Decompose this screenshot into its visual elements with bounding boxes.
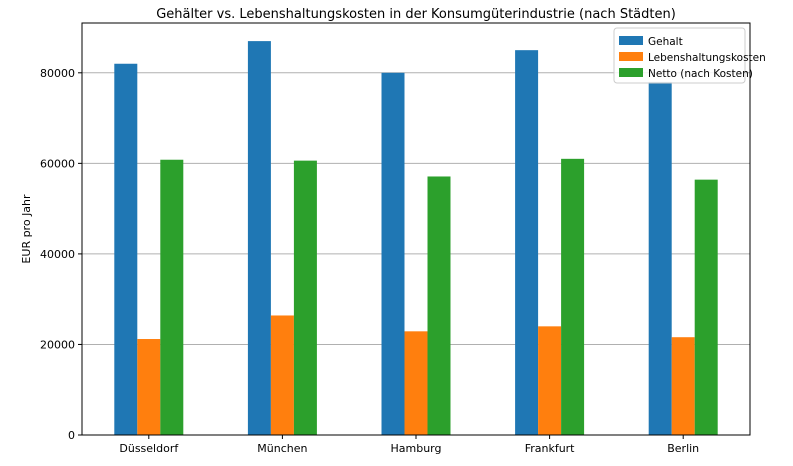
x-axis: Düsseldorf München Hamburg Frankfurt Berlin	[119, 435, 699, 455]
bar-gehalt	[114, 63, 138, 435]
bar-gehalt	[648, 81, 672, 435]
legend-box	[613, 27, 746, 84]
y-tick-label: 40000	[40, 248, 75, 261]
bar-netto	[694, 179, 718, 435]
bars	[114, 41, 718, 436]
bar-netto	[561, 158, 585, 436]
bar-gehalt	[381, 72, 405, 436]
chart-title: Gehälter vs. Lebenshaltungskosten in der…	[156, 7, 676, 22]
bar-lebenshaltungskosten	[671, 337, 695, 435]
bar-netto	[293, 160, 317, 435]
bar-lebenshaltungskosten	[404, 331, 428, 435]
x-tick-label: München	[257, 442, 307, 455]
legend-label: Netto (nach Kosten)	[648, 68, 753, 80]
bar-netto	[427, 176, 451, 435]
y-gridlines	[82, 72, 750, 345]
bar-lebenshaltungskosten	[137, 339, 161, 435]
bar-lebenshaltungskosten	[270, 315, 294, 435]
bar-netto	[160, 159, 184, 435]
y-axis-label: EUR pro Jahr	[20, 194, 33, 264]
legend-label: Gehalt	[648, 36, 683, 48]
y-tick-label: 80000	[40, 67, 75, 80]
legend-swatch	[619, 36, 643, 45]
bar-lebenshaltungskosten	[538, 326, 562, 435]
x-tick-label: Frankfurt	[525, 442, 575, 455]
x-tick-label: Düsseldorf	[119, 442, 179, 455]
y-tick-label: 0	[68, 429, 75, 442]
x-tick-label: Berlin	[667, 442, 699, 455]
y-tick-label: 60000	[40, 157, 75, 170]
legend-label: Lebenshaltungskosten	[648, 52, 766, 64]
bar-gehalt	[515, 50, 539, 436]
legend-swatch	[619, 52, 643, 61]
x-tick-label: Hamburg	[391, 442, 442, 455]
y-tick-label: 20000	[40, 338, 75, 351]
legend: Gehalt Lebenshaltungskosten Netto (nach Ko…	[613, 27, 766, 84]
y-axis: 0 20000 40000 60000 80000	[40, 67, 82, 442]
bar-gehalt	[247, 41, 271, 435]
legend-swatch	[619, 68, 643, 77]
